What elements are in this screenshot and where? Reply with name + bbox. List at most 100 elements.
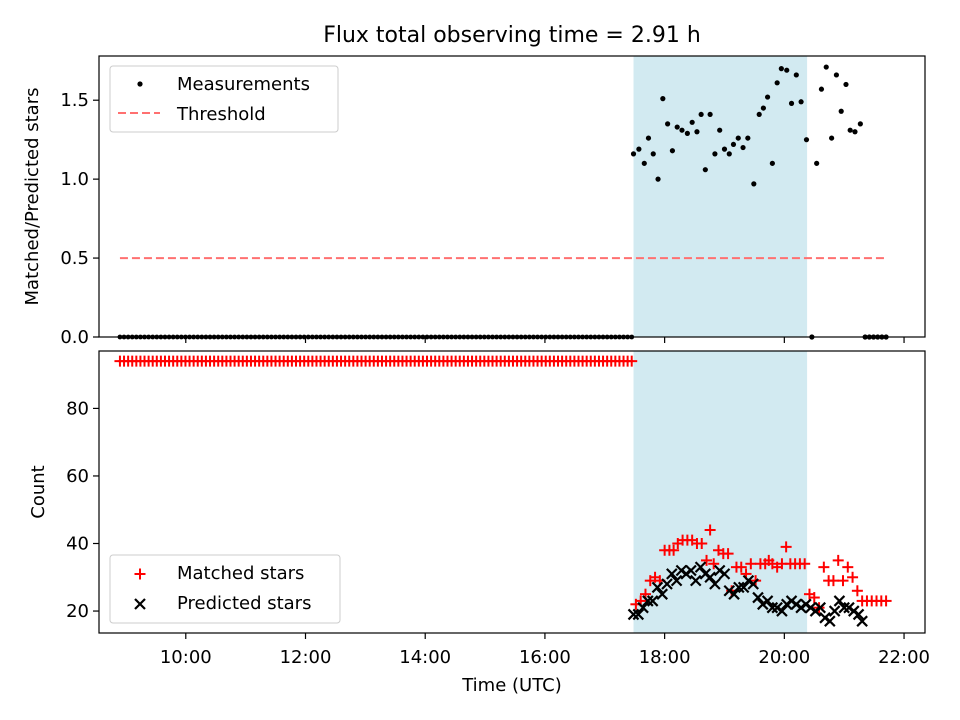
- top-y-ticks: 0.0 0.5 1.0 1.5: [60, 90, 99, 348]
- bottom-x-ticks: 10:00 12:00 14:00 16:00 18:00 20:00 22:00: [160, 633, 930, 668]
- measurement-point-9: [674, 124, 680, 130]
- predicted-star-point-14: [694, 561, 707, 573]
- x-tick-label-2: 14:00: [399, 647, 451, 668]
- predicted-star-point-42: [828, 605, 841, 617]
- predicted-star-point-14-b: [694, 561, 707, 573]
- predicted-star-point-4-b: [646, 595, 659, 607]
- top-x-ticks: [185, 337, 905, 343]
- predicted-star-point-43: [833, 595, 846, 607]
- legend-measurements-label: Measurements: [177, 74, 310, 95]
- predicted-star-point-29-b: [766, 601, 779, 614]
- top-y-tick-label-1: 0.5: [60, 248, 89, 269]
- predicted-star-point-47-b: [852, 608, 865, 621]
- x-tick-label-5: 20:00: [758, 647, 810, 668]
- measurement-point-0: [630, 151, 637, 157]
- predicted-star-point-16: [704, 571, 716, 584]
- measurement-point-38: [814, 160, 820, 166]
- top-panel: 0.0 0.5 1.0 1.5 Matched/Predicted stars Mea…: [22, 55, 926, 348]
- predicted-star-point-25: [747, 578, 759, 590]
- legend-matched-stars-marker: [134, 568, 146, 580]
- bottom-panel: 10:00 12:00 14:00 16:00 18:00 20:00 22:00 20 40…: [28, 350, 930, 696]
- matched-star-point-54: [880, 595, 892, 607]
- predicted-star-point-0-b: [627, 608, 640, 621]
- measurement-point-8: [669, 148, 676, 154]
- top-y-tick-label-3: 1.5: [60, 90, 89, 111]
- matched-star-point-47: [847, 571, 859, 583]
- predicted-star-point-7-b: [661, 578, 673, 590]
- x-tick-label-1: 12:00: [280, 647, 332, 668]
- predicted-star-point-26-b: [752, 591, 764, 604]
- measurement-point-26: [756, 111, 762, 118]
- measurement-point-30: [774, 80, 780, 86]
- legend-predicted-cross-b: [134, 598, 146, 610]
- x-tick-label-0: 10:00: [160, 647, 212, 668]
- measurement-point-23: [740, 144, 746, 151]
- predicted-star-point-9: [670, 574, 683, 587]
- predicted-star-point-12: [685, 564, 697, 577]
- measurement-point-36: [803, 137, 810, 143]
- predicted-star-point-2-b: [637, 601, 649, 614]
- matched-star-point-16: [704, 524, 716, 536]
- bottom-axes-frame: [98, 350, 926, 634]
- predicted-star-point-2: [637, 601, 649, 614]
- predicted-star-point-28-b: [761, 595, 774, 607]
- legend-predicted-cross: [134, 598, 146, 610]
- top-axes-frame: [98, 55, 926, 338]
- measurement-point-35: [798, 99, 804, 105]
- predicted-star-point-5: [651, 581, 664, 594]
- predicted-star-point-5-b: [651, 581, 664, 594]
- predicted-star-point-21: [728, 588, 740, 600]
- top-legend: Measurements Threshold: [109, 65, 339, 133]
- predicted-star-point-42-b: [828, 605, 841, 617]
- measurement-point-2: [641, 160, 647, 166]
- matched-star-point-15: [701, 554, 713, 566]
- measurement-point-42: [833, 72, 840, 78]
- measurement-point-43: [838, 108, 844, 114]
- matched-star-point-33: [780, 541, 792, 553]
- measurement-point-28: [764, 94, 771, 100]
- measurement-point-31: [778, 66, 784, 72]
- bottom-observing-window: [633, 351, 808, 633]
- legend-matched-stars-label: Matched stars: [177, 563, 304, 584]
- predicted-star-point-22: [733, 581, 745, 594]
- predicted-star-point-29: [766, 601, 779, 614]
- predicted-star-point-44: [838, 601, 850, 614]
- predicted-star-point-22-b: [733, 581, 745, 594]
- predicted-star-point-48: [856, 615, 868, 627]
- predicted-stars-points: [627, 561, 868, 627]
- top-y-axis-label: Matched/Predicted stars: [22, 88, 43, 306]
- predicted-star-point-9-b: [670, 574, 683, 587]
- predicted-star-point-31-b: [776, 605, 788, 617]
- matched-star-point-8: [668, 544, 680, 556]
- matched-star-point-25: [745, 558, 757, 570]
- top-observing-window: [633, 56, 808, 337]
- matched-star-point-43: [827, 575, 839, 587]
- predicted-star-point-41-b: [824, 615, 836, 627]
- measurement-point-32: [784, 67, 790, 73]
- predicted-star-point-7: [661, 578, 673, 590]
- predicted-star-point-39: [814, 601, 827, 614]
- measurement-point-19: [721, 146, 728, 152]
- predicted-star-point-8-b: [666, 568, 678, 580]
- matched-star-point-14: [696, 538, 708, 550]
- x-tick-label-4: 18:00: [639, 647, 691, 668]
- chart-title: Flux total observing time = 2.91 h: [323, 23, 701, 48]
- predicted-star-point-13-b: [689, 574, 702, 587]
- predicted-star-point-21-b: [728, 588, 740, 600]
- measurement-point-17: [712, 151, 718, 157]
- matched-star-point-45: [837, 575, 849, 587]
- measurement-point-3: [645, 135, 652, 141]
- measurement-point-24: [745, 135, 751, 141]
- predicted-star-point-48-b: [856, 615, 868, 627]
- legend-matched-plus: [134, 568, 146, 580]
- matched-star-point-41: [818, 561, 830, 573]
- bottom-y-tick-label-3: 80: [66, 398, 89, 419]
- measurement-point-1: [636, 146, 642, 152]
- predicted-star-point-17: [709, 578, 721, 590]
- legend-threshold-label: Threshold: [176, 104, 266, 125]
- measurement-point-41: [829, 135, 835, 141]
- bottom-y-tick-label-0: 20: [66, 601, 89, 622]
- bottom-y-ticks: 20 40 60 80: [66, 398, 99, 622]
- measurement-point-12: [689, 119, 695, 125]
- measurement-point-5: [655, 176, 661, 182]
